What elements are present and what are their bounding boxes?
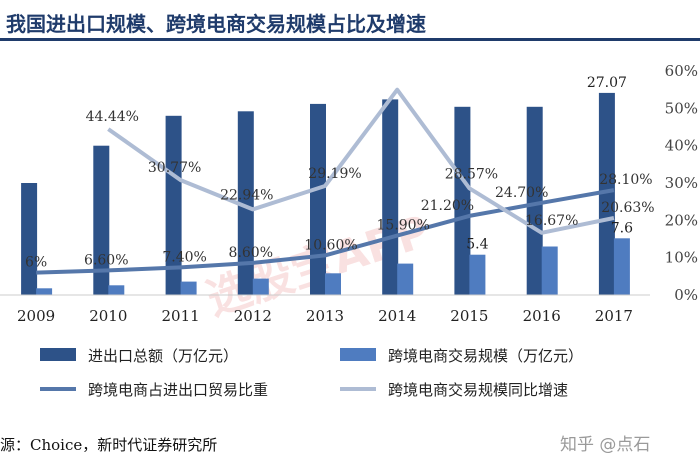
bar-label-2015: 5.4 xyxy=(466,237,488,253)
bar-cross-2010 xyxy=(108,285,125,295)
growth-label-2016: 16.67% xyxy=(525,213,578,229)
x-tick-2009: 2009 xyxy=(17,307,55,325)
chart-area: 选股宝APP 27.075.47.66%6.60%7.40%8.60%10.60… xyxy=(0,62,698,399)
y2-tick-5: 50% xyxy=(665,99,698,117)
bar-cross-2009 xyxy=(36,288,53,295)
bar-total-2017 xyxy=(598,92,615,296)
legend-label-3: 跨境电商交易规模同比增速 xyxy=(388,381,568,399)
y2-tick-3: 30% xyxy=(665,174,698,192)
bar-cross-2016 xyxy=(541,246,558,295)
bar-total-2011 xyxy=(165,115,182,295)
bar-total-2016 xyxy=(526,106,543,295)
share-line xyxy=(36,188,615,275)
legend: 进出口总额（万亿元） 跨境电商交易规模（万亿元） 跨境电商占进出口贸易比重 跨境电商交… xyxy=(40,347,583,399)
bar-cross-2014 xyxy=(397,263,414,295)
x-tick-2015: 2015 xyxy=(450,307,488,325)
watermark-corner: 知乎 @点石 xyxy=(560,435,651,455)
title-divider xyxy=(0,38,700,41)
bar-cross-2012 xyxy=(252,278,269,295)
share-label-2013: 10.60% xyxy=(304,237,357,253)
y2-tick-6: 60% xyxy=(665,62,698,80)
x-tick-2010: 2010 xyxy=(89,307,127,325)
bar-total-2009 xyxy=(21,183,38,295)
share-label-2017: 28.10% xyxy=(599,172,652,188)
bar-cross-2015 xyxy=(469,254,486,295)
x-tick-2012: 2012 xyxy=(234,307,272,325)
growth-label-2010: 44.44% xyxy=(86,109,139,125)
bar-cross-2011 xyxy=(180,281,197,295)
bar-cross-2013 xyxy=(325,273,341,295)
x-tick-2011: 2011 xyxy=(162,307,200,325)
bar-total-2010 xyxy=(93,145,110,295)
legend-swatch-0 xyxy=(40,348,76,361)
y2-tick-2: 20% xyxy=(665,211,698,229)
axis-layer: 2009 2010 2011 2012 2013 2014 2015 2016 2017 0% 10… xyxy=(0,62,698,325)
bar-total-2013 xyxy=(310,103,326,296)
data-label-layer: 27.07 5.4 7.6 6% 6.60% 7.40% 8.60% 10.60% 15.90%… xyxy=(25,75,655,271)
share-label-2012: 8.60% xyxy=(229,245,273,261)
growth-line xyxy=(107,87,615,235)
y2-tick-0: 0% xyxy=(674,286,698,304)
bar-label-2017: 7.6 xyxy=(611,220,633,236)
share-label-2011: 7.40% xyxy=(162,249,206,265)
x-tick-2014: 2014 xyxy=(378,307,416,325)
share-label-2009: 6% xyxy=(25,255,47,271)
growth-label-2011: 30.77% xyxy=(148,160,201,176)
bar-total-2014 xyxy=(382,99,399,296)
growth-label-2012: 22.94% xyxy=(220,187,273,203)
source-note: 源：Choice，新时代证券研究所 xyxy=(0,436,218,454)
line-layer xyxy=(36,87,615,275)
share-label-2015: 21.20% xyxy=(421,198,474,214)
bar-total-2015 xyxy=(454,106,471,295)
x-tick-2017: 2017 xyxy=(595,307,633,325)
growth-label-2015: 28.57% xyxy=(445,166,498,182)
bar-layer xyxy=(21,92,630,296)
y2-tick-4: 40% xyxy=(665,137,698,155)
bar-label-2017: 27.07 xyxy=(587,75,627,91)
legend-swatch-1 xyxy=(340,348,376,361)
x-tick-2013: 2013 xyxy=(306,307,344,325)
growth-label-2017: 20.63% xyxy=(601,200,654,216)
bar-total-2012 xyxy=(237,111,254,295)
x-tick-2016: 2016 xyxy=(523,307,561,325)
bar-cross-2017 xyxy=(613,238,630,295)
legend-label-2: 跨境电商占进出口贸易比重 xyxy=(88,381,268,399)
chart-title: 我国进出口规模、跨境电商交易规模占比及增速 xyxy=(6,12,426,36)
legend-label-0: 进出口总额（万亿元） xyxy=(88,347,238,365)
share-label-2016: 24.70% xyxy=(495,185,548,201)
y2-tick-1: 10% xyxy=(665,249,698,267)
share-label-2014: 15.90% xyxy=(377,218,430,234)
growth-label-2013: 29.19% xyxy=(308,166,361,182)
share-label-2010: 6.60% xyxy=(84,252,128,268)
legend-label-1: 跨境电商交易规模（万亿元） xyxy=(388,347,583,365)
title-bar: 我国进出口规模、跨境电商交易规模占比及增速 xyxy=(0,0,700,44)
